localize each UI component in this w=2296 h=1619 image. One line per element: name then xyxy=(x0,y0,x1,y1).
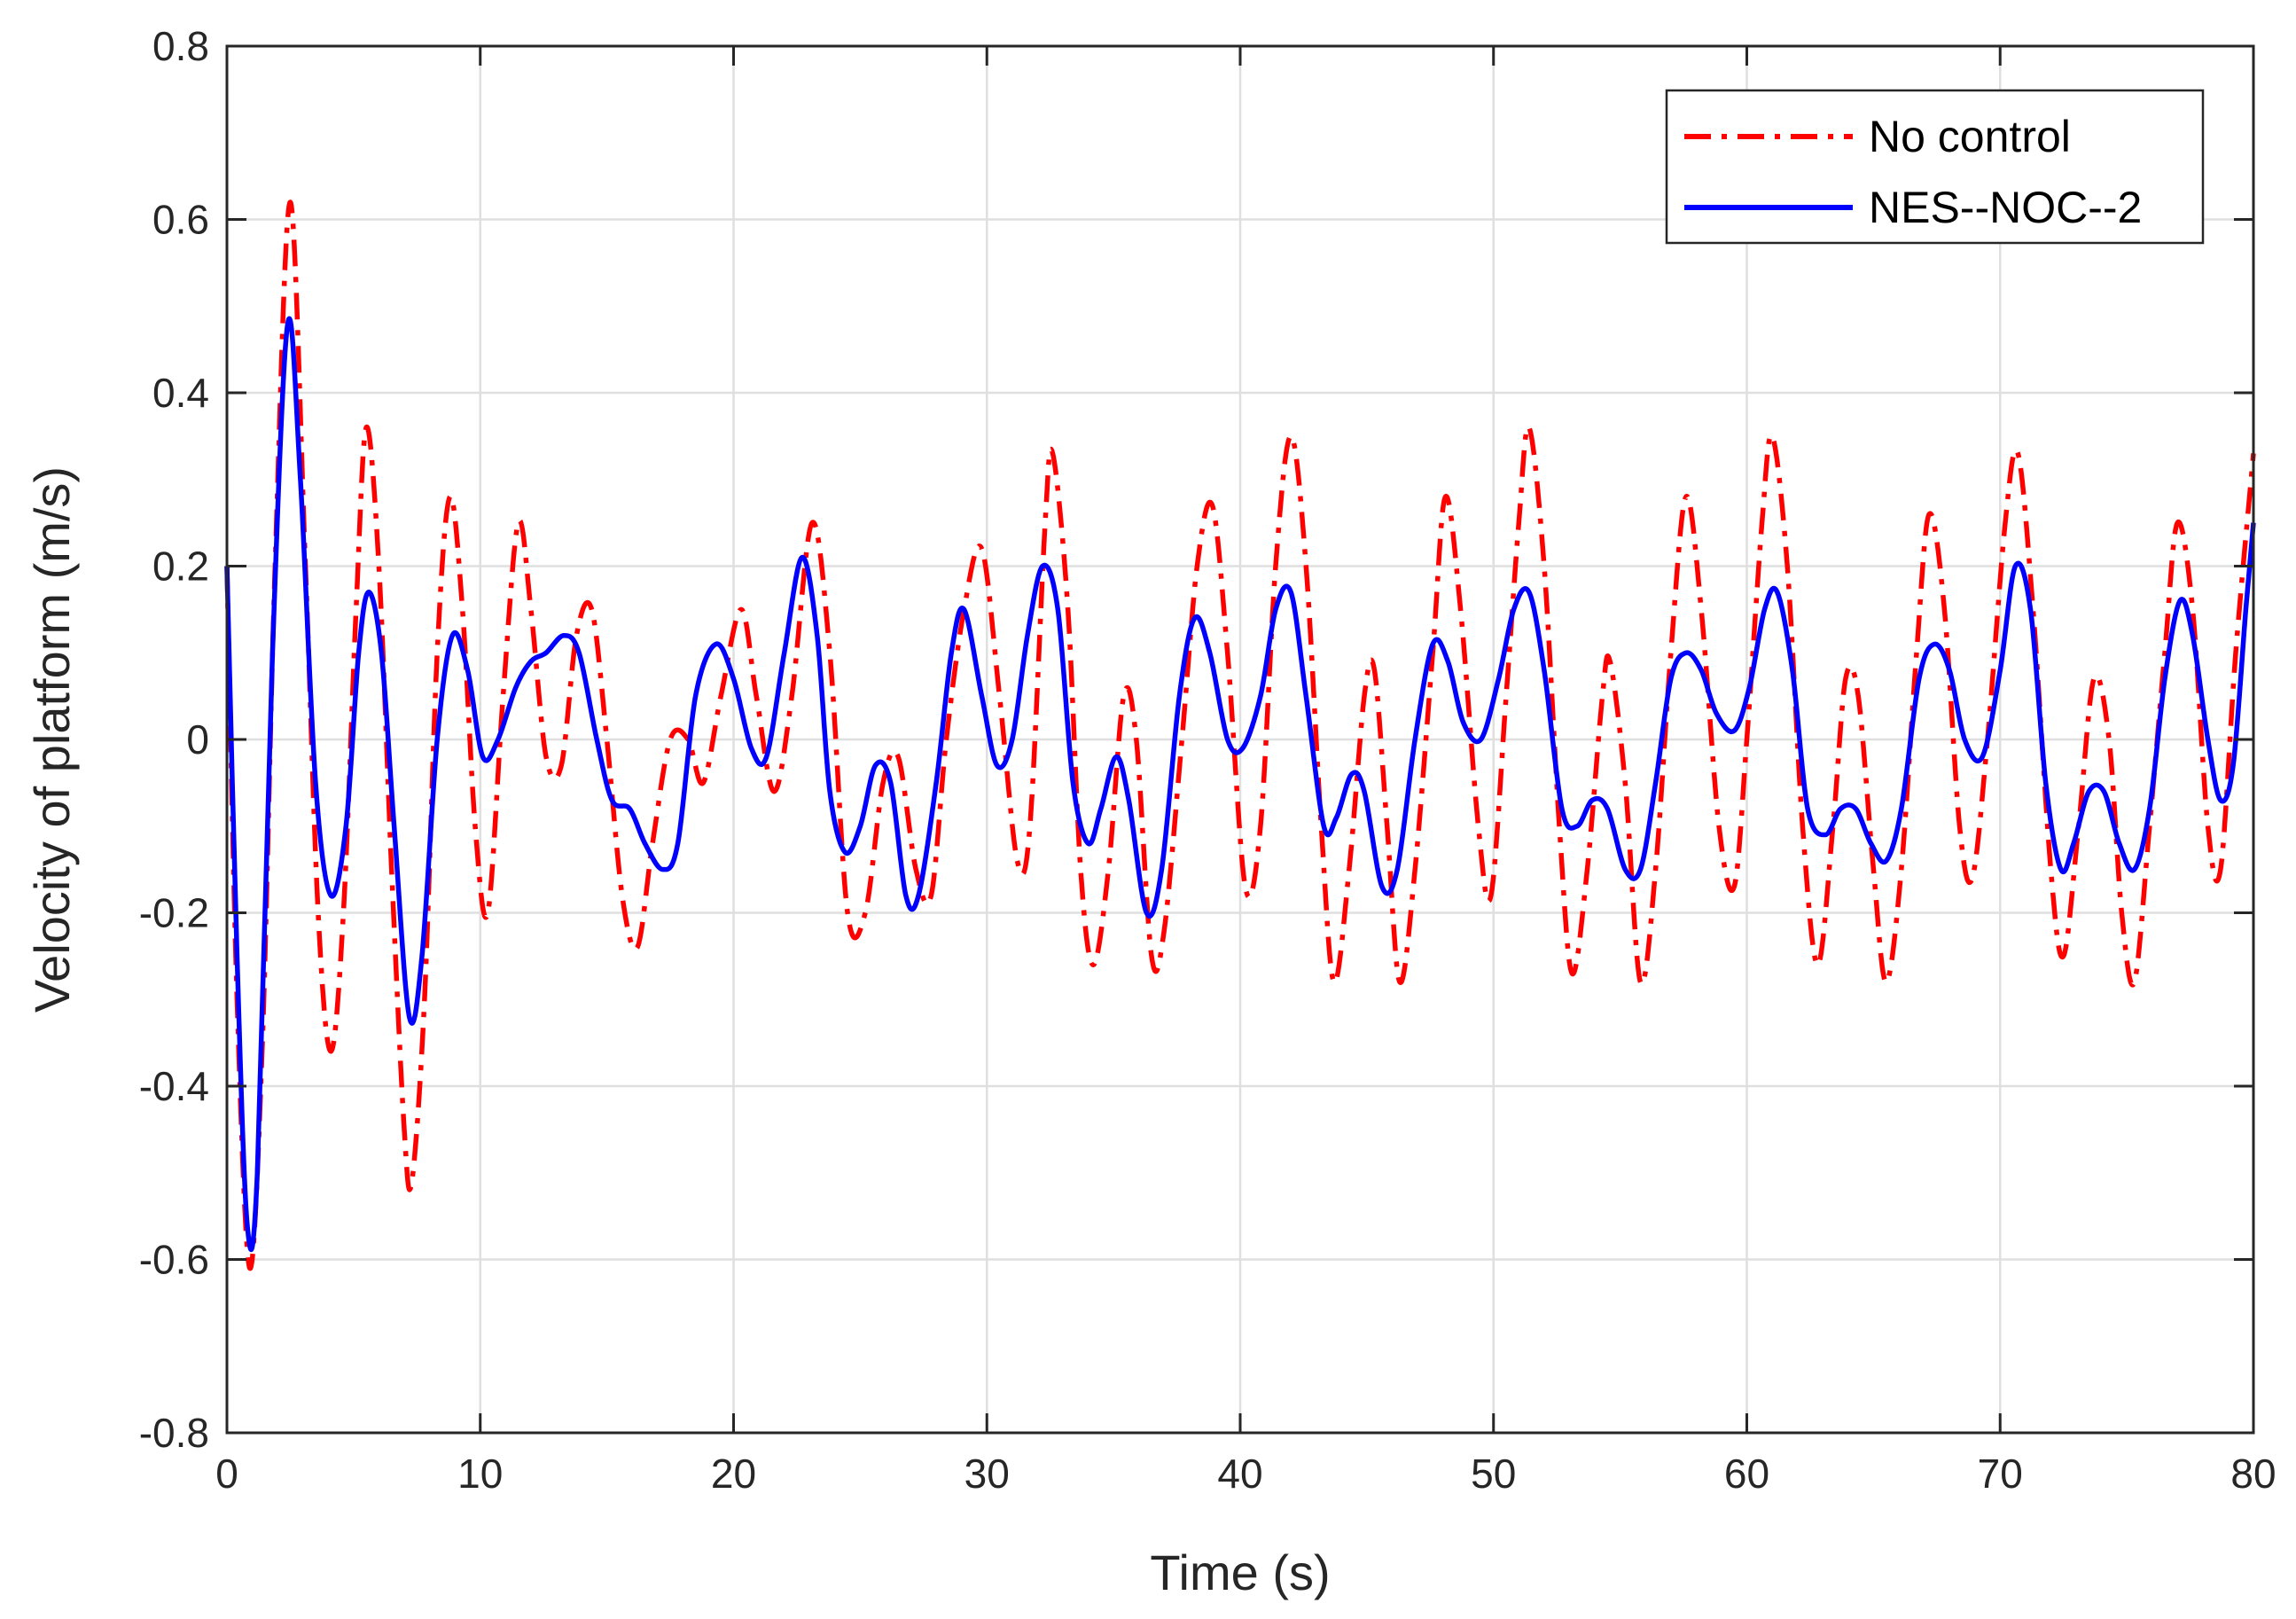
y-tick-label: 0 xyxy=(186,716,209,763)
x-tick-label: 0 xyxy=(215,1451,238,1497)
x-tick-label: 70 xyxy=(1978,1451,2023,1497)
y-tick-label: -0.8 xyxy=(139,1410,209,1456)
y-tick-label: 0.8 xyxy=(152,23,209,69)
y-tick-label: 0.2 xyxy=(152,544,209,590)
axis-ticks: 0 10 20 30 40 50 60 70 80 -0.8 -0.6 -0.4 -0.2 0 0.2 0.4… xyxy=(139,23,2276,1497)
x-axis-label: Time (s) xyxy=(1150,1545,1330,1600)
y-axis-label: Velocity of platform (m/s) xyxy=(24,466,80,1013)
x-tick-label: 20 xyxy=(711,1451,756,1497)
y-tick-label: 0.6 xyxy=(152,197,209,243)
series-layer xyxy=(224,199,2256,1271)
y-tick-label: -0.6 xyxy=(139,1237,209,1283)
x-tick-label: 80 xyxy=(2230,1451,2276,1497)
series-line-nes-noc-2 xyxy=(224,316,2256,1252)
y-tick-label: -0.2 xyxy=(139,890,209,936)
legend-label-nes-noc-2: NES--NOC--2 xyxy=(1869,183,2142,232)
x-tick-label: 40 xyxy=(1217,1451,1262,1497)
legend: No control NES--NOC--2 xyxy=(1665,89,2205,245)
y-tick-label: 0.4 xyxy=(152,370,209,416)
x-tick-label: 10 xyxy=(457,1451,503,1497)
x-tick-label: 60 xyxy=(1724,1451,1769,1497)
legend-box xyxy=(1665,89,2205,245)
x-tick-label: 50 xyxy=(1471,1451,1516,1497)
y-tick-label: -0.4 xyxy=(139,1063,209,1109)
legend-label-no-control: No control xyxy=(1869,112,2071,161)
x-tick-label: 30 xyxy=(964,1451,1010,1497)
